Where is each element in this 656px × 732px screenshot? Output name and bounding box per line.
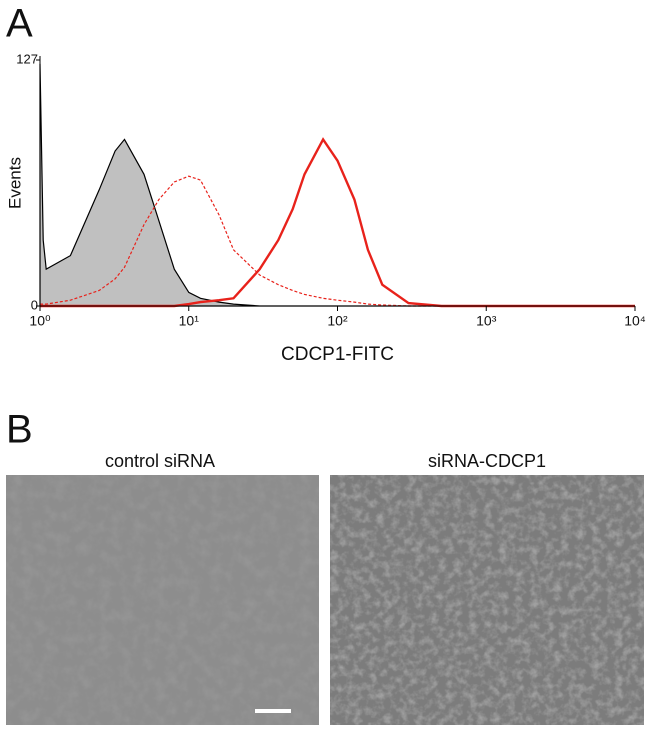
x-tick-label: 10⁰ (29, 313, 51, 329)
micrograph (6, 475, 319, 725)
x-tick-label: 10¹ (179, 313, 200, 329)
panel-label: B (6, 408, 33, 452)
x-tick-label: 10² (327, 313, 348, 329)
panel-label: A (6, 2, 33, 46)
y-tick-label: 0 (31, 297, 38, 312)
image-title: control siRNA (105, 451, 215, 471)
y-axis-label: Events (5, 157, 24, 209)
y-tick-label: 127 (16, 51, 38, 66)
image-title: siRNA-CDCP1 (428, 451, 546, 471)
x-tick-label: 10³ (476, 313, 497, 329)
histogram-line (40, 175, 635, 307)
x-tick-label: 10⁴ (624, 313, 646, 329)
x-axis-label: CDCP1-FITC (281, 344, 394, 365)
micrograph (330, 475, 644, 725)
filled-histogram (39, 63, 635, 307)
